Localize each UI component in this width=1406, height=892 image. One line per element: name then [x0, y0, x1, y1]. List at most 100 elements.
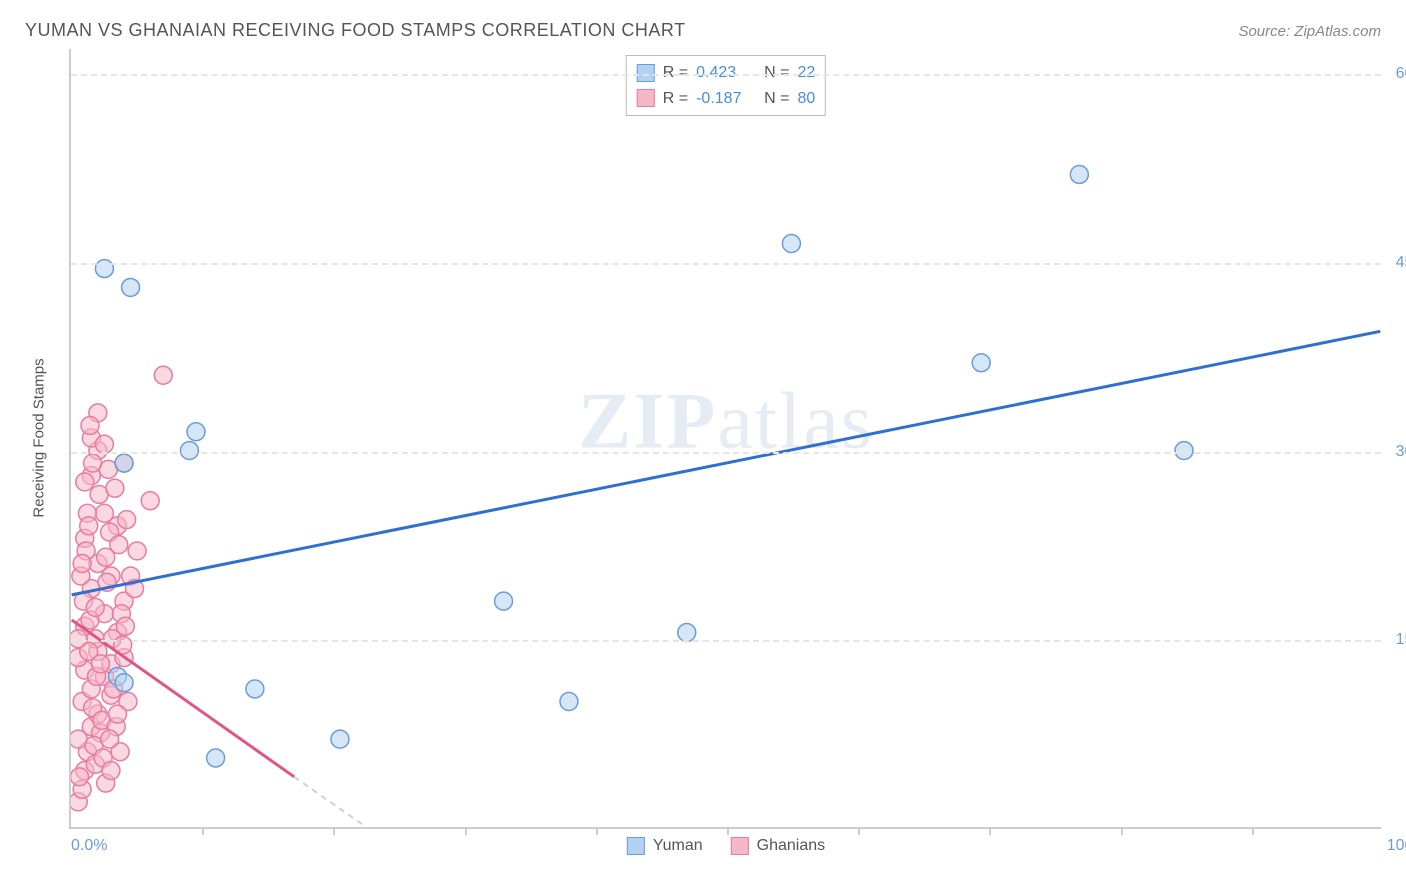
data-point — [154, 366, 172, 384]
n-label: N = — [764, 86, 789, 112]
data-point — [109, 517, 127, 535]
x-tick-mark — [727, 827, 729, 835]
y-tick-label: 45.0% — [1396, 254, 1406, 272]
data-point — [782, 235, 800, 253]
watermark: ZIPatlas — [578, 377, 874, 468]
y-tick-label: 15.0% — [1396, 631, 1406, 649]
x-tick-mark — [333, 827, 335, 835]
source-label: Source: ZipAtlas.com — [1238, 23, 1381, 40]
data-point — [495, 592, 513, 610]
data-point — [95, 605, 113, 623]
legend-swatch — [637, 64, 655, 82]
data-point — [109, 705, 127, 723]
data-point — [93, 711, 111, 729]
data-point — [1175, 442, 1193, 460]
data-point — [972, 354, 990, 372]
data-point — [77, 542, 95, 560]
data-point — [115, 649, 133, 667]
data-point — [97, 548, 115, 566]
trend-line — [72, 331, 1381, 595]
n-value: 22 — [797, 60, 815, 86]
data-point — [115, 454, 133, 472]
data-point — [187, 423, 205, 441]
data-point — [109, 624, 127, 642]
chart-title: YUMAN VS GHANAIAN RECEIVING FOOD STAMPS … — [25, 20, 686, 41]
legend-swatch — [627, 837, 645, 855]
data-point — [86, 755, 104, 773]
data-point — [122, 567, 140, 585]
data-point — [106, 479, 124, 497]
data-point — [73, 555, 91, 573]
data-point — [118, 511, 136, 529]
data-point — [82, 580, 100, 598]
x-tick-mark — [202, 827, 204, 835]
chart-area: Receiving Food Stamps ZIPatlas R =0.423N… — [25, 49, 1381, 859]
data-point — [81, 416, 99, 434]
data-point — [72, 567, 90, 585]
data-point — [126, 580, 144, 598]
data-point — [71, 649, 87, 667]
data-point — [76, 661, 94, 679]
data-point — [88, 667, 106, 685]
data-point — [119, 693, 137, 711]
y-axis-label: Receiving Food Stamps — [31, 358, 48, 517]
data-point — [246, 680, 264, 698]
data-point — [114, 636, 132, 654]
data-point — [99, 460, 117, 478]
data-point — [128, 542, 146, 560]
legend-item: Ghanians — [731, 837, 826, 855]
data-point — [107, 718, 125, 736]
data-point — [89, 404, 107, 422]
data-point — [76, 473, 94, 491]
data-point — [98, 573, 116, 591]
data-point — [102, 762, 120, 780]
data-point — [71, 768, 89, 786]
x-tick-mark — [596, 827, 598, 835]
data-point — [95, 504, 113, 522]
data-point — [82, 680, 100, 698]
y-tick-label: 30.0% — [1396, 443, 1406, 461]
data-point — [102, 655, 120, 673]
data-point — [78, 743, 96, 761]
gridline — [71, 74, 1381, 76]
data-point — [95, 667, 113, 685]
data-point — [110, 536, 128, 554]
data-point — [71, 630, 87, 648]
y-tick-label: 60.0% — [1396, 65, 1406, 83]
trend-line — [72, 620, 294, 777]
data-point — [207, 749, 225, 767]
data-point — [95, 435, 113, 453]
data-point — [76, 617, 94, 635]
data-point — [80, 517, 98, 535]
trend-line — [294, 777, 366, 827]
data-point — [84, 454, 102, 472]
data-point — [86, 630, 104, 648]
data-point — [560, 693, 578, 711]
gridline — [71, 263, 1381, 265]
x-tick-mark — [465, 827, 467, 835]
data-point — [109, 667, 127, 685]
data-point — [89, 705, 107, 723]
data-point — [102, 567, 120, 585]
legend-swatch — [637, 89, 655, 107]
r-value: -0.187 — [696, 86, 756, 112]
legend-label: Ghanians — [757, 837, 826, 855]
r-label: R = — [663, 86, 688, 112]
data-point — [678, 624, 696, 642]
data-point — [78, 504, 96, 522]
legend-swatch — [731, 837, 749, 855]
legend-correlation: R =0.423N =22R =-0.187N =80 — [626, 55, 826, 116]
x-tick-mark — [1121, 827, 1123, 835]
r-label: R = — [663, 60, 688, 86]
data-point — [85, 736, 103, 754]
x-tick-mark — [1252, 827, 1254, 835]
data-point — [105, 680, 123, 698]
data-point — [71, 730, 87, 748]
data-point — [103, 630, 121, 648]
data-point — [115, 454, 133, 472]
legend-row: R =-0.187N =80 — [637, 86, 815, 112]
data-point — [122, 278, 140, 296]
data-point — [97, 774, 115, 792]
legend-item: Yuman — [627, 837, 703, 855]
data-point — [90, 485, 108, 503]
